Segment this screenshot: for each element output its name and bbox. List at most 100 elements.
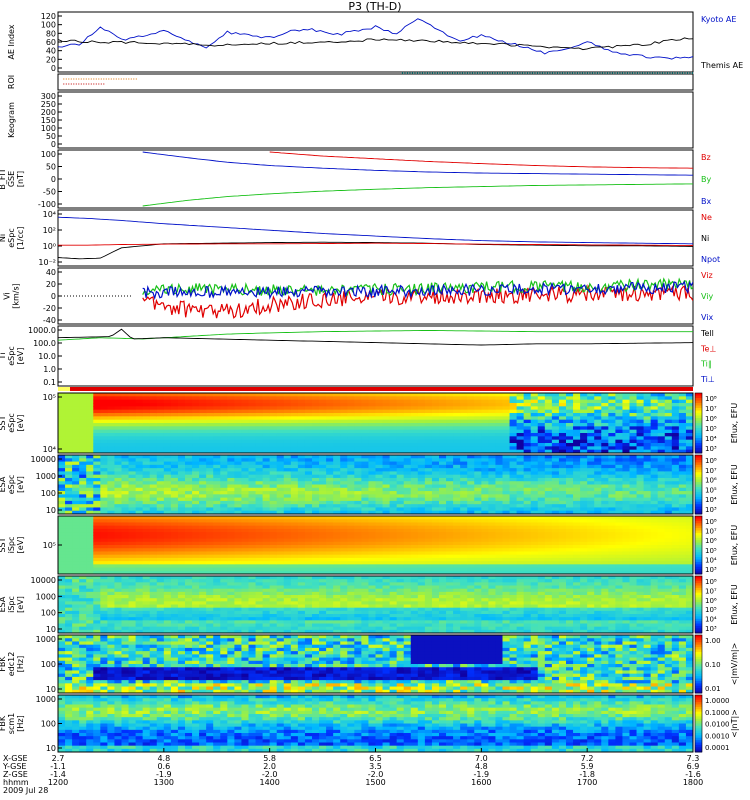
- y-tick-label: 100.0: [33, 339, 56, 348]
- spectrogram-cell: [65, 535, 73, 540]
- spectrogram-cell: [361, 557, 370, 562]
- spectrogram-cell: [340, 409, 348, 414]
- spectrogram-cell: [93, 436, 101, 441]
- spectrogram-cell: [149, 399, 158, 404]
- spectrogram-cell: [530, 477, 539, 482]
- legend-entry: Vix: [701, 313, 714, 322]
- spectrogram-cell: [304, 564, 313, 569]
- spectrogram-cell: [417, 403, 426, 407]
- spectrogram-cell: [601, 436, 609, 441]
- spectrogram-cell: [495, 504, 504, 509]
- spectrogram-cell: [460, 474, 468, 479]
- spectrogram-cell: [241, 528, 250, 533]
- spectrogram-cell: [234, 554, 243, 559]
- spectrogram-cell: [283, 464, 292, 469]
- spectrogram-cell: [453, 538, 461, 543]
- spectrogram-cell: [142, 477, 151, 482]
- spectrogram-cell: [290, 567, 299, 572]
- spectrogram-cell: [269, 403, 278, 407]
- spectrogram-cell: [227, 406, 235, 411]
- spectrogram-cell: [516, 436, 525, 441]
- spectrogram-cell: [382, 449, 391, 453]
- spectrogram-cell: [149, 564, 158, 569]
- spectrogram-cell: [566, 551, 574, 556]
- spectrogram-cell: [269, 551, 278, 556]
- spectrogram-cell: [234, 532, 243, 536]
- spectrogram-cell: [93, 433, 101, 437]
- spectrogram-cell: [213, 522, 221, 527]
- y-tick-label: 60: [46, 38, 56, 47]
- spectrogram-cell: [333, 538, 341, 543]
- spectrogram-cell: [206, 491, 214, 495]
- spectrogram-cell: [347, 516, 355, 520]
- spectrogram-cell: [255, 507, 264, 512]
- spectrogram-cell: [199, 464, 207, 469]
- spectrogram-cell: [100, 545, 108, 549]
- spectrogram-cell: [537, 458, 546, 463]
- spectrogram-cell: [516, 538, 525, 543]
- spectrogram-cell: [481, 399, 489, 404]
- spectrogram-cell: [453, 522, 461, 527]
- spectrogram-cell: [227, 487, 235, 492]
- spectrogram-cell: [537, 419, 546, 424]
- spectrogram-cell: [580, 491, 588, 495]
- spectrogram-cell: [509, 551, 518, 556]
- spectrogram-cell: [156, 423, 165, 427]
- spectrogram-cell: [269, 494, 278, 499]
- spectrogram-cell: [389, 471, 398, 476]
- spectrogram-cell: [502, 538, 511, 543]
- spectrogram-cell: [622, 570, 631, 574]
- spectrogram-cell: [410, 468, 419, 472]
- spectrogram-cell: [262, 468, 271, 472]
- spectrogram-cell: [657, 446, 666, 451]
- y-tick-label: 100: [41, 489, 56, 498]
- spectrogram-cell: [474, 494, 482, 499]
- spectrogram-cell: [199, 484, 207, 489]
- spectrogram-cell: [509, 519, 518, 524]
- spectrogram-cell: [170, 406, 179, 411]
- spectrogram-cell: [340, 443, 348, 447]
- spectrogram-cell: [453, 504, 461, 509]
- spectrogram-cell: [615, 510, 624, 514]
- spectrogram-cell: [213, 510, 221, 514]
- spectrogram-cell: [622, 557, 631, 562]
- spectrogram-cell: [213, 491, 221, 495]
- spectrogram-cell: [368, 416, 377, 421]
- spectrogram-cell: [474, 522, 482, 527]
- spectrogram-cell: [446, 481, 454, 486]
- spectrogram-cell: [544, 443, 553, 447]
- spectrogram-cell: [163, 458, 172, 463]
- spectrogram-cell: [544, 393, 553, 397]
- spectrogram-cell: [79, 433, 87, 437]
- spectrogram-cell: [121, 393, 130, 397]
- spectrogram-cell: [439, 494, 447, 499]
- spectrogram-cell: [297, 500, 306, 505]
- spectrogram-cell: [403, 554, 412, 559]
- spectrogram-cell: [375, 497, 384, 502]
- spectrogram-cell: [502, 561, 511, 565]
- spectrogram-cell: [615, 433, 624, 437]
- spectrogram-cell: [643, 548, 652, 553]
- spectrogram-cell: [382, 500, 391, 505]
- spectrogram-cell: [410, 413, 419, 417]
- spectrogram-cell: [566, 393, 574, 397]
- spectrogram-cell: [248, 474, 257, 479]
- spectrogram-cell: [509, 525, 518, 530]
- spectrogram-cell: [276, 554, 285, 559]
- spectrogram-cell: [685, 436, 693, 441]
- spectrogram-cell: [453, 426, 461, 431]
- spectrogram-cell: [135, 551, 144, 556]
- spectrogram-cell: [312, 494, 320, 499]
- spectrogram-cell: [460, 570, 468, 574]
- spectrogram-cell: [128, 548, 137, 553]
- spectrogram-cell: [431, 477, 440, 482]
- spectrogram-cell: [149, 461, 158, 466]
- spectrogram-cell: [100, 399, 108, 404]
- y-tick-label: -100: [38, 200, 56, 209]
- spectrogram-cell: [431, 455, 440, 459]
- spectrogram-cell: [340, 545, 348, 549]
- spectrogram-cell: [594, 461, 602, 466]
- spectrogram-cell: [403, 510, 412, 514]
- spectrogram-cell: [622, 519, 631, 524]
- spectrogram-cell: [664, 399, 673, 404]
